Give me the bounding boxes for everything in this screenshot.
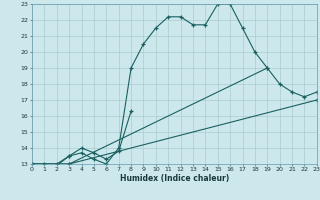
X-axis label: Humidex (Indice chaleur): Humidex (Indice chaleur) — [120, 174, 229, 183]
